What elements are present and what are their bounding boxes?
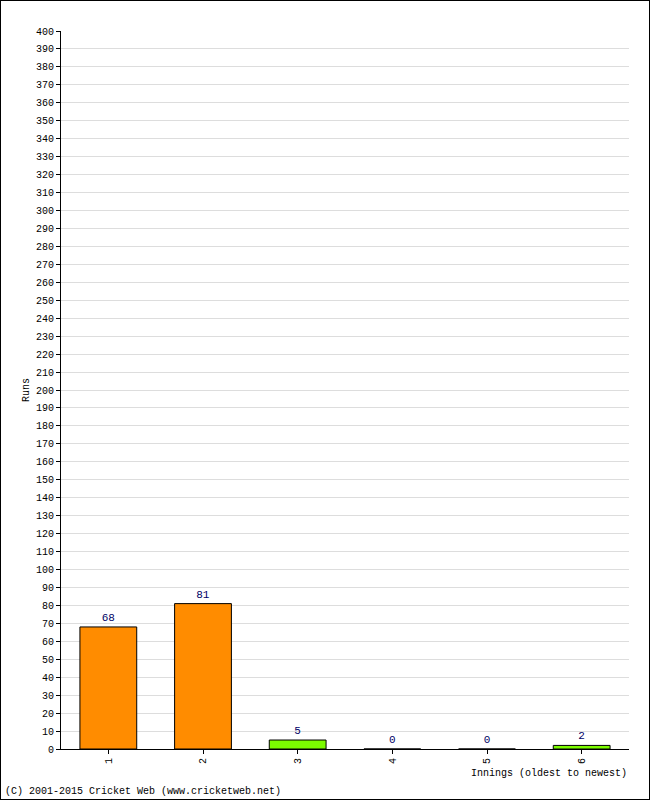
svg-text:81: 81 [196,589,210,601]
svg-text:30: 30 [42,691,54,702]
svg-text:68: 68 [102,612,115,624]
svg-text:3: 3 [293,758,304,764]
svg-text:60: 60 [42,637,54,648]
svg-text:370: 370 [36,80,54,91]
svg-text:220: 220 [36,350,54,361]
svg-text:290: 290 [36,224,54,235]
svg-text:170: 170 [36,439,54,450]
svg-text:40: 40 [42,673,54,684]
svg-text:4: 4 [388,758,399,764]
svg-text:120: 120 [36,529,54,540]
svg-text:100: 100 [36,565,54,576]
svg-text:230: 230 [36,332,54,343]
svg-text:80: 80 [42,601,54,612]
svg-text:140: 140 [36,493,54,504]
svg-text:(C) 2001-2015 Cricket Web (www: (C) 2001-2015 Cricket Web (www.cricketwe… [5,786,281,797]
svg-text:Innings (oldest to newest): Innings (oldest to newest) [471,768,627,779]
svg-text:380: 380 [36,62,54,73]
svg-text:70: 70 [42,619,54,630]
svg-text:20: 20 [42,709,54,720]
svg-text:2: 2 [578,730,585,742]
svg-text:5: 5 [482,758,493,764]
svg-text:0: 0 [484,734,491,746]
svg-text:6: 6 [577,758,588,764]
svg-text:350: 350 [36,116,54,127]
svg-text:260: 260 [36,278,54,289]
svg-text:130: 130 [36,511,54,522]
svg-text:0: 0 [389,734,396,746]
svg-text:90: 90 [42,583,54,594]
svg-text:330: 330 [36,152,54,163]
svg-text:1: 1 [104,758,115,764]
svg-text:390: 390 [36,44,54,55]
svg-text:150: 150 [36,475,54,486]
svg-text:310: 310 [36,188,54,199]
svg-text:340: 340 [36,134,54,145]
svg-text:360: 360 [36,98,54,109]
svg-text:210: 210 [36,368,54,379]
svg-text:2: 2 [198,758,209,764]
svg-text:160: 160 [36,457,54,468]
svg-text:5: 5 [294,725,301,737]
svg-text:200: 200 [36,386,54,397]
svg-text:0: 0 [48,745,54,756]
svg-text:400: 400 [36,27,54,38]
svg-text:270: 270 [36,260,54,271]
svg-text:180: 180 [36,421,54,432]
svg-text:250: 250 [36,296,54,307]
svg-text:280: 280 [36,242,54,253]
svg-text:300: 300 [36,206,54,217]
svg-text:Runs: Runs [21,378,32,402]
svg-text:50: 50 [42,655,54,666]
svg-text:240: 240 [36,314,54,325]
svg-text:110: 110 [36,547,54,558]
svg-text:190: 190 [36,403,54,414]
svg-text:320: 320 [36,170,54,181]
svg-text:10: 10 [42,727,54,738]
